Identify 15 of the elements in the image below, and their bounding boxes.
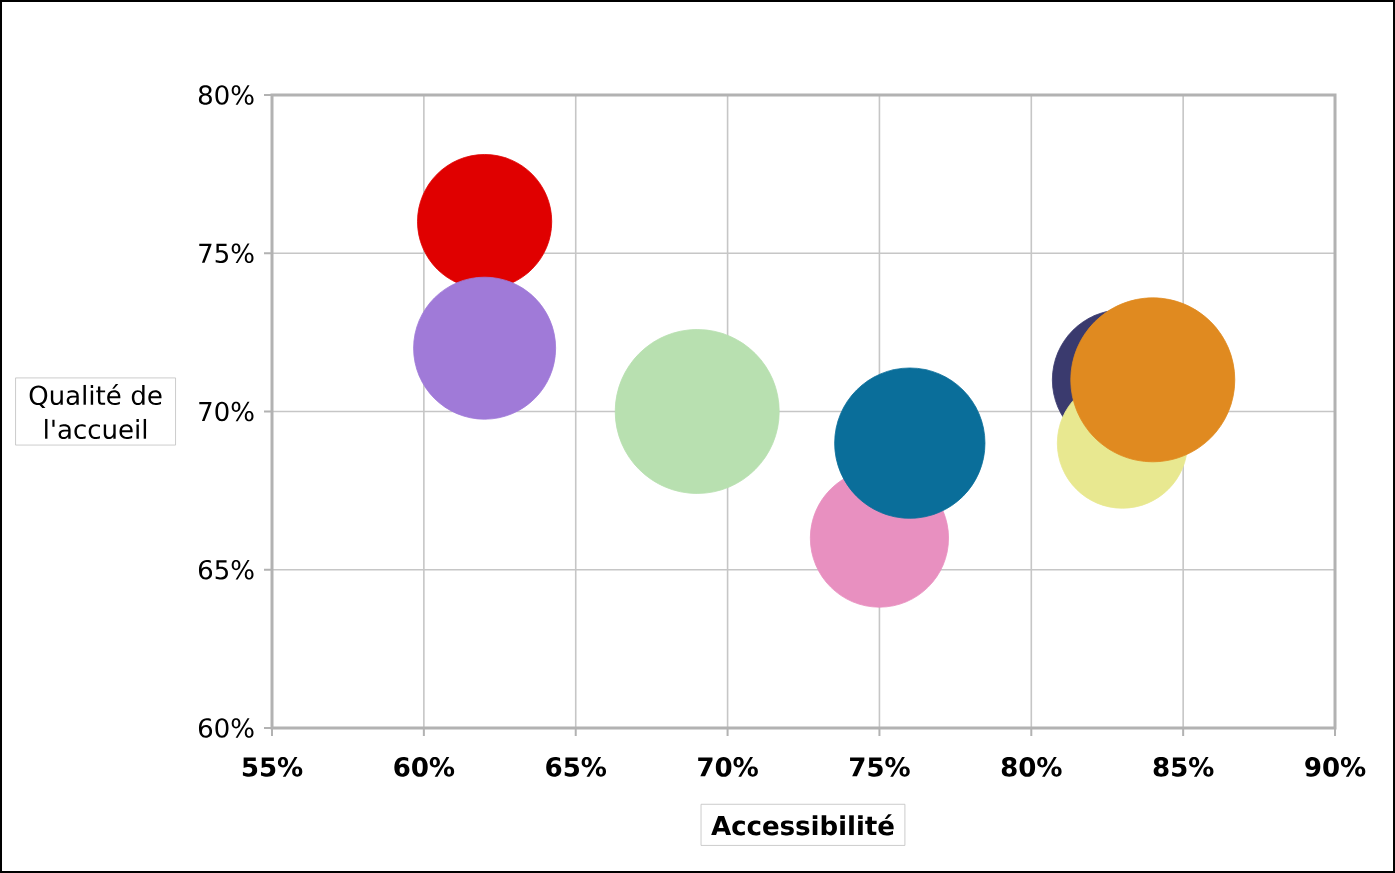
x-tick-label: 65% xyxy=(546,757,607,777)
y-tick-label: 60% xyxy=(198,718,254,738)
y-tick-label: 80% xyxy=(198,85,254,105)
x-tick-label: 60% xyxy=(394,757,455,777)
x-tick-label: 70% xyxy=(698,757,758,777)
y-tick-label: 70% xyxy=(199,401,254,422)
x-tick-label: 85% xyxy=(1153,757,1214,777)
y-tick-label: 65% xyxy=(198,559,254,580)
x-axis-title: Accessibilité xyxy=(711,814,894,836)
x-tick-label: 75% xyxy=(850,757,910,777)
y-axis-title: Qualité de l'accueil xyxy=(29,383,162,440)
x-tick-label: 90% xyxy=(1305,757,1366,777)
x-tick-label: 55% xyxy=(242,757,303,777)
x-tick-label: 80% xyxy=(1001,757,1062,777)
y-tick-label: 75% xyxy=(199,243,254,264)
